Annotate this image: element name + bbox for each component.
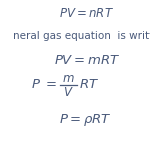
Text: $V$: $V$ [63,86,74,99]
Text: $PV = nRT$: $PV = nRT$ [59,7,115,20]
Text: $m$: $m$ [62,72,75,84]
Text: $PV = mRT$: $PV = mRT$ [54,54,120,66]
Text: $P = \rho RT$: $P = \rho RT$ [59,112,112,128]
Text: neral gas equation  is written: neral gas equation is written [13,31,150,41]
Text: $P\ =\ $: $P\ =\ $ [30,78,57,90]
Text: $RT$: $RT$ [79,78,99,90]
